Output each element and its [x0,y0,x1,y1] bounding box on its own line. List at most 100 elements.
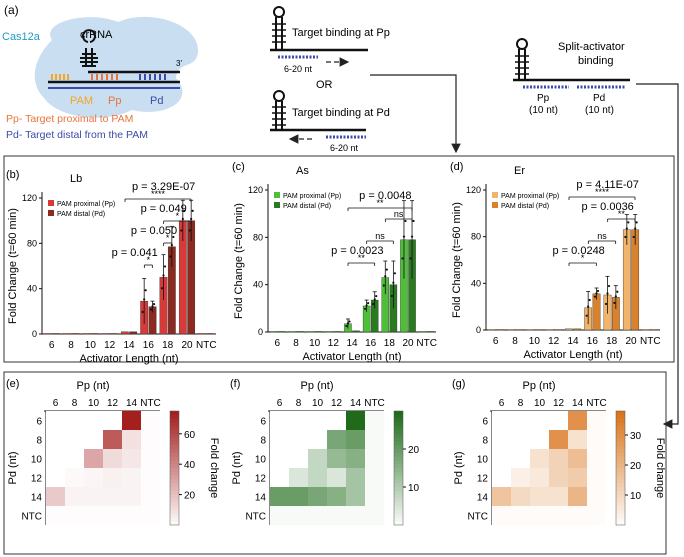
colorbar-step [394,437,403,442]
p-value-label: p = 4.11E-07 [576,179,638,191]
heatmap-cell [84,411,103,430]
bar [90,333,99,335]
bar [325,331,334,333]
split-activator-diagram: Split-activator binding Pp Pd (10 nt) (1… [513,38,630,116]
legend-swatch [492,202,498,208]
colorbar-step [616,494,625,499]
data-point [595,292,598,295]
heatmap-cell [346,411,365,430]
data-point [614,295,617,298]
heatmap-cell [103,468,122,487]
panel-label: (e) [6,378,19,390]
bar-chart-d: (d) Er 0 40 80 120 6 8 10 12 14 16 18 20 NTC Activator … [450,161,661,361]
panel-a: (a) Cas12a crRNA 3' PAM Pp Pd Pp- Target… [2,3,679,429]
y-tick-label: 0 [258,327,263,337]
x-tick-label: 12 [548,336,560,347]
bar [352,330,360,333]
y-tick-label: 0 [476,325,481,335]
cas12a-label: Cas12a [2,31,41,43]
bar [553,329,562,331]
heatmap-cell [141,506,160,525]
heatmap-cell [141,468,160,487]
pam-ticks [51,74,69,80]
bar [573,328,582,331]
heatmap-cell [141,449,160,468]
colorbar-step [616,509,625,515]
heatmap-cell [511,506,530,525]
colorbar-step [394,460,403,465]
bar [269,331,278,333]
colorbar-step [394,471,403,477]
p-value-label: p = 3.29E-07 [132,181,195,193]
heatmap-cell [492,468,511,487]
data-point [390,294,393,298]
sig-label: * [581,253,585,263]
sig-label: ** [618,209,626,219]
x-tick-label: 14 [123,340,135,351]
x-tick-label: NTC [364,398,385,409]
data-point [606,292,609,295]
colorbar-step [394,414,403,420]
heatmap-cell [365,430,384,449]
colorbar-step [394,468,403,473]
heatmap-cell [492,506,511,525]
y-tick-label: 14 [255,493,267,504]
y-tick-label: 12 [477,474,489,485]
bar [426,331,435,333]
x-axis-label: Activator Length (nt) [523,349,622,361]
bar [288,331,296,333]
split-pd-nt: (10 nt) [585,105,614,116]
colorbar-frame [393,410,404,526]
panel-label: (c) [232,161,245,173]
x-tick-label: 10 [85,340,97,351]
heatmap-cell [346,449,365,468]
colorbar-step [394,479,403,484]
y-tick-label: 120 [466,185,481,195]
x-tick-label: NTC [586,398,607,409]
heatmap-cell [549,468,568,487]
heatmap-cell [84,487,103,506]
colorbar-step [616,490,625,496]
colorbar-step [394,498,403,503]
x-axis-label: Activator Length (nt) [79,353,178,365]
colorbar-step [616,483,625,488]
y-axis-label: Pd (nt) [7,451,19,484]
legend-label: PAM distal (Pd) [57,211,105,218]
colorbar-step [394,502,403,507]
data-point [588,298,591,302]
x-tick-label: 10 [309,338,321,349]
colorbar-step [616,498,625,503]
bar [534,329,543,331]
heatmap-cell [270,430,289,449]
data-point [373,298,376,301]
heatmap-cell [492,430,511,449]
x-tick-label: 18 [606,336,618,347]
heatmap-cell [327,506,346,525]
colorbar-step [170,468,179,473]
x-tick-label: 6 [499,398,505,409]
heatmap-cell [308,430,327,449]
colorbar-step [394,411,403,416]
data-point [346,322,350,325]
colorbar-step [170,479,179,484]
data-point [163,265,167,268]
heatmap-cell [65,449,84,468]
heatmap-cell [84,449,103,468]
heatmap-cell [530,449,549,468]
bar [515,329,524,331]
data-point [172,235,175,239]
bar [43,333,52,335]
colorbar-step [170,445,179,450]
data-point [382,284,385,287]
bar [650,329,659,331]
data-point [188,229,191,232]
bar [487,329,496,331]
y-tick-label: NTC [467,512,488,523]
colorbar-tick-label: 40 [184,460,196,471]
y-axis-label: Fold Change (t=60 min) [7,208,19,324]
data-point [604,302,608,306]
heatmap-cell [587,449,606,468]
heatmap-cell [530,487,549,506]
x-tick-label: 14 [346,338,358,349]
